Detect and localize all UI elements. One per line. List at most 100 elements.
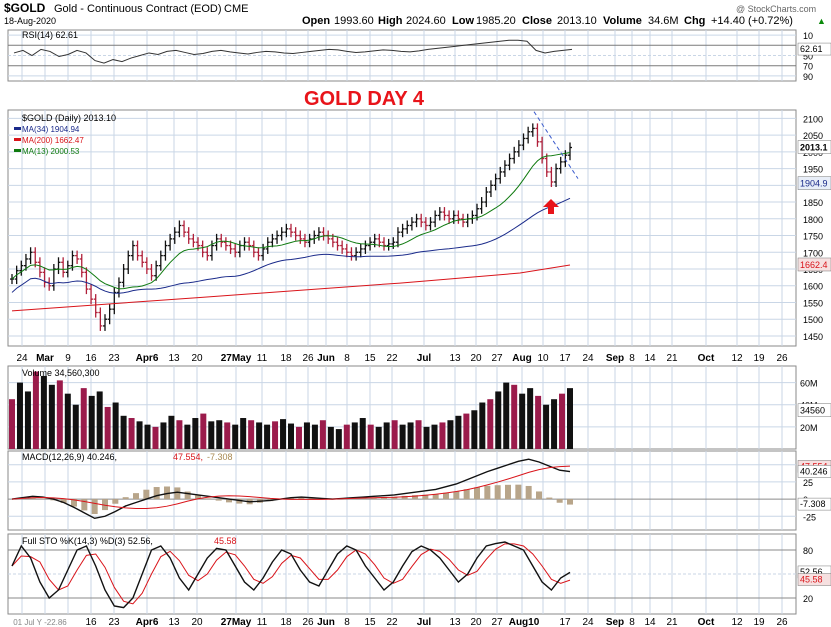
x-axis-bottom-label: 26 xyxy=(302,617,314,627)
volume-bar xyxy=(551,399,558,449)
volume-bar xyxy=(383,422,390,449)
x-axis-label: 8 xyxy=(629,353,635,364)
macd-histogram-bar xyxy=(391,496,398,500)
macd-histogram-bar xyxy=(463,489,470,500)
price-tick-label: 1800 xyxy=(803,215,823,225)
chg-up-icon: ▲ xyxy=(817,16,826,26)
macd-histogram-bar xyxy=(60,499,67,503)
x-axis-bottom-label: Sep xyxy=(606,617,624,627)
macd-histogram-bar xyxy=(525,485,532,500)
sto-tick-label: 80 xyxy=(803,546,813,556)
x-axis-label: 13 xyxy=(449,353,461,364)
macd-panel xyxy=(7,450,797,531)
volume-bar xyxy=(280,419,287,449)
x-axis-label: Mar xyxy=(36,353,54,364)
macd-histogram-bar xyxy=(102,499,108,511)
volume-bar xyxy=(399,424,406,449)
x-axis-bottom-label: 24 xyxy=(582,617,594,627)
volume-bar xyxy=(72,404,79,449)
rsi-value-box-text: 62.61 xyxy=(800,44,823,54)
macd-histogram-bar xyxy=(236,499,243,504)
x-axis-bottom-label: 21 xyxy=(666,617,678,627)
volume-bar xyxy=(40,375,47,449)
rsi-tick-label: 70 xyxy=(803,62,813,72)
ma13-swatch xyxy=(14,149,21,152)
volume-bar xyxy=(192,418,199,449)
x-axis-label: 14 xyxy=(644,353,656,364)
low-label: Low xyxy=(452,15,474,27)
price-value-box xyxy=(797,257,831,272)
high-label: High xyxy=(378,15,403,27)
volume-bar xyxy=(567,388,573,449)
ma200-legend: MA(200) 1662.47 xyxy=(22,136,84,145)
macd-histogram-bar xyxy=(226,499,232,503)
ma13-line xyxy=(11,152,571,290)
volume-label: Volume xyxy=(603,15,642,27)
x-axis-label: 23 xyxy=(108,353,120,364)
ma34-legend: MA(34) 1904.94 xyxy=(22,125,80,134)
macd-histogram-bar xyxy=(401,495,408,500)
volume-bar xyxy=(80,388,87,449)
sto-k-line xyxy=(11,541,571,609)
volume-bar xyxy=(216,420,223,449)
volume-bar xyxy=(32,371,39,449)
price-tick-label: 1500 xyxy=(803,315,823,325)
macd-histogram-bar xyxy=(205,498,212,500)
x-axis-label: 13 xyxy=(168,353,180,364)
macd-histogram-bar xyxy=(360,498,367,500)
volume-bar xyxy=(367,424,374,449)
macd-signal-line xyxy=(11,465,571,509)
sto-legend-d: 45.58 xyxy=(214,536,237,546)
macd-histogram-bar xyxy=(215,499,222,501)
macd-legend-hist: -7.308 xyxy=(207,452,233,462)
x-axis-bottom-label: Aug10 xyxy=(509,617,540,627)
volume-bar xyxy=(495,391,502,449)
volume-legend: Volume 34,560,300 xyxy=(22,368,100,378)
chg-value: +14.40 (+0.72%) xyxy=(711,15,793,27)
macd-histogram-bar xyxy=(412,495,418,500)
macd-histogram-bar xyxy=(143,489,150,500)
volume-bar xyxy=(511,384,518,449)
volume-bar xyxy=(104,406,111,449)
x-axis-bottom-label: Jul xyxy=(417,617,432,627)
x-axis-label: 22 xyxy=(386,353,398,364)
volume-bar xyxy=(16,382,23,449)
macd-histogram-bar xyxy=(494,485,501,500)
sto-legend: Full STO %K(14,3) %D(3) 52.56, 45.58 xyxy=(22,536,237,546)
open-label: Open xyxy=(302,15,330,27)
rsi-tick-label: 10 xyxy=(803,31,813,41)
volume-value-box-text: 34560 xyxy=(800,406,825,416)
rsi-tick-label: 90 xyxy=(803,72,813,82)
volume-bar xyxy=(288,423,294,449)
trendline xyxy=(533,111,579,179)
volume-bar xyxy=(407,422,414,449)
macd-histogram-bar xyxy=(453,491,460,500)
price-tick-label: 1550 xyxy=(803,298,823,308)
ma200-swatch xyxy=(14,138,21,141)
x-axis-bottom-label: 22 xyxy=(386,617,398,627)
high-value: 2024.60 xyxy=(406,15,446,27)
x-axis-bottom-label: 13 xyxy=(168,617,180,627)
open-value: 1993.60 xyxy=(334,15,374,27)
volume-bar xyxy=(343,424,350,449)
volume-bar xyxy=(264,424,271,449)
rsi-legend-text: RSI(14) 62.61 xyxy=(22,30,78,40)
close-label: Close xyxy=(522,15,552,27)
volume-bar xyxy=(96,391,103,449)
macd-histogram-bar xyxy=(474,487,480,500)
volume-bar xyxy=(160,422,167,449)
macd-histogram-bar xyxy=(112,499,119,504)
x-axis-label: 15 xyxy=(364,353,376,364)
macd-histogram-bar xyxy=(567,499,573,505)
sto-value-box-text: 52.56 xyxy=(800,567,823,577)
volume-bar xyxy=(9,399,15,449)
symbol: $GOLD xyxy=(4,1,46,15)
x-axis-bottom-label: 20 xyxy=(191,617,203,627)
x-axis-label: 9 xyxy=(65,353,71,364)
x-axis-bottom-label: 16 xyxy=(85,617,97,627)
price-value-box xyxy=(797,140,831,154)
volume-bar xyxy=(311,424,318,449)
volume-bar xyxy=(423,426,430,449)
annotation-title: GOLD DAY 4 xyxy=(304,88,425,110)
low-value: 1985.20 xyxy=(476,15,516,27)
